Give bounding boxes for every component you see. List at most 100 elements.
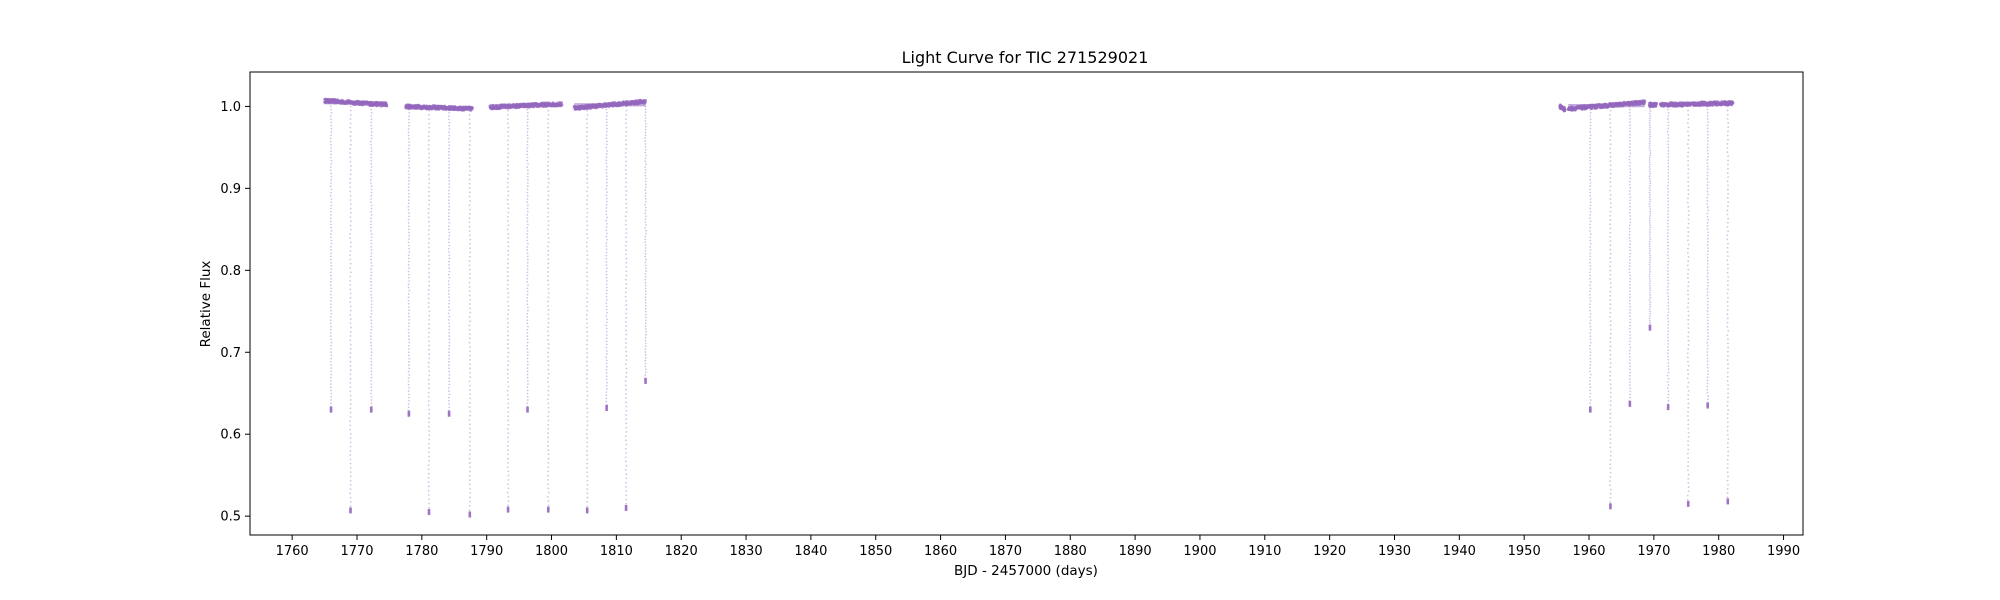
eclipse-flux-point xyxy=(1589,204,1592,207)
eclipse-flux-point xyxy=(370,258,372,261)
eclipse-flux-point xyxy=(1629,365,1631,368)
eclipse-flux-point xyxy=(1666,352,1669,355)
eclipse-flux-point xyxy=(448,383,451,386)
eclipse-flux-point xyxy=(407,154,410,156)
eclipse-flux-point xyxy=(370,265,373,267)
eclipse-flux-point xyxy=(625,477,628,480)
eclipse-flux-point xyxy=(1667,105,1669,108)
eclipse-flux-point xyxy=(407,163,410,166)
eclipse-flux-point xyxy=(1609,475,1612,478)
eclipse-flux-point xyxy=(370,392,372,395)
eclipse-flux-point xyxy=(507,232,510,235)
eclipse-flux-point xyxy=(1706,165,1709,168)
eclipse-flux-point xyxy=(1609,193,1612,196)
baseline-flux-band xyxy=(1649,103,1657,107)
x-tick-label: 1950 xyxy=(1508,544,1541,559)
eclipse-flux-point xyxy=(1726,429,1729,432)
eclipse-flux-point xyxy=(407,406,410,409)
eclipse-flux-point xyxy=(1648,166,1651,168)
eclipse-flux-point xyxy=(1589,322,1591,325)
eclipse-flux-point xyxy=(1609,134,1612,137)
eclipse-flux-point xyxy=(605,340,608,343)
eclipse-flux-point xyxy=(606,238,608,241)
eclipse-flux-point xyxy=(507,330,509,333)
eclipse-flux-point xyxy=(1609,223,1611,226)
eclipse-flux-point xyxy=(428,387,430,390)
eclipse-flux-point xyxy=(1589,386,1592,389)
eclipse-flux-point xyxy=(1628,362,1631,365)
eclipse-flux-point xyxy=(526,223,529,226)
eclipse-flux-point xyxy=(1609,198,1612,200)
eclipse-flux-point xyxy=(1628,352,1631,355)
eclipse-flux-point xyxy=(1629,152,1632,155)
eclipse-minimum xyxy=(1628,400,1632,407)
eclipse-flux-point xyxy=(1628,155,1631,158)
eclipse-flux-point xyxy=(1589,252,1591,255)
eclipse-flux-point xyxy=(468,165,471,168)
eclipse-flux-point xyxy=(1629,396,1631,399)
eclipse-flux-point xyxy=(527,325,529,328)
eclipse-flux-point xyxy=(468,221,471,224)
eclipse-flux-point xyxy=(526,341,529,344)
eclipse-flux-point xyxy=(468,328,471,331)
eclipse-flux-point xyxy=(547,462,550,464)
eclipse-flux-point xyxy=(547,237,550,239)
eclipse-flux-point xyxy=(506,114,509,116)
eclipse-flux-point xyxy=(427,348,430,351)
eclipse-flux-point xyxy=(606,178,608,181)
eclipse-flux-point xyxy=(447,150,450,153)
eclipse-flux-point xyxy=(427,336,430,338)
eclipse-flux-point xyxy=(468,457,471,460)
eclipse-flux-point xyxy=(1726,471,1729,474)
eclipse-flux-point xyxy=(468,350,471,353)
eclipse-flux-point xyxy=(507,147,510,150)
eclipse-flux-point xyxy=(547,402,550,405)
eclipse-flux-point xyxy=(370,364,373,366)
eclipse-flux-point xyxy=(1648,107,1651,110)
eclipse-flux-point xyxy=(330,367,333,370)
eclipse-flux-point xyxy=(1629,284,1631,286)
eclipse-flux-point xyxy=(1667,358,1670,361)
eclipse-flux-point xyxy=(644,261,647,264)
eclipse-flux-point xyxy=(1667,247,1670,250)
eclipse-flux-point xyxy=(329,255,332,258)
eclipse-flux-point xyxy=(407,209,410,211)
eclipse-flux-point xyxy=(1706,385,1709,388)
eclipse-flux-point xyxy=(1667,260,1670,263)
eclipse-flux-point xyxy=(1667,118,1669,120)
eclipse-flux-point xyxy=(427,173,430,176)
eclipse-flux-point xyxy=(507,177,509,180)
eclipse-flux-point xyxy=(1687,214,1690,217)
eclipse-flux-point xyxy=(1648,112,1651,115)
eclipse-flux-point xyxy=(407,150,410,153)
eclipse-flux-point xyxy=(1589,159,1591,162)
eclipse-flux-point xyxy=(605,169,608,171)
eclipse-flux-point xyxy=(1649,221,1651,224)
eclipse-flux-point xyxy=(1589,357,1592,360)
eclipse-flux-point xyxy=(448,131,450,134)
eclipse-flux-point xyxy=(407,228,410,231)
eclipse-flux-point xyxy=(506,220,509,222)
eclipse-flux-point xyxy=(1707,155,1709,158)
eclipse-flux-point xyxy=(469,500,472,503)
eclipse-flux-point xyxy=(469,200,472,202)
y-axis: 0.50.60.70.80.91.0 xyxy=(220,100,250,525)
eclipse-flux-point xyxy=(625,211,628,213)
eclipse-flux-point xyxy=(1727,130,1729,133)
eclipse-flux-point xyxy=(1706,171,1709,174)
eclipse-flux-point xyxy=(448,354,450,357)
eclipse-flux-point xyxy=(586,356,589,359)
eclipse-flux-point xyxy=(370,150,373,153)
eclipse-flux-point xyxy=(468,161,471,164)
eclipse-flux-point xyxy=(1629,174,1632,177)
eclipse-flux-point xyxy=(349,250,352,252)
eclipse-flux-point xyxy=(469,238,472,241)
eclipse-flux-point xyxy=(330,207,332,210)
eclipse-flux-point xyxy=(1667,203,1670,206)
eclipse-flux-point xyxy=(606,381,608,384)
eclipse-flux-point xyxy=(330,108,332,111)
eclipse-flux-point xyxy=(468,474,471,477)
eclipse-flux-point xyxy=(624,346,627,349)
eclipse-flux-point xyxy=(1667,295,1670,298)
eclipse-flux-point xyxy=(1589,194,1591,197)
